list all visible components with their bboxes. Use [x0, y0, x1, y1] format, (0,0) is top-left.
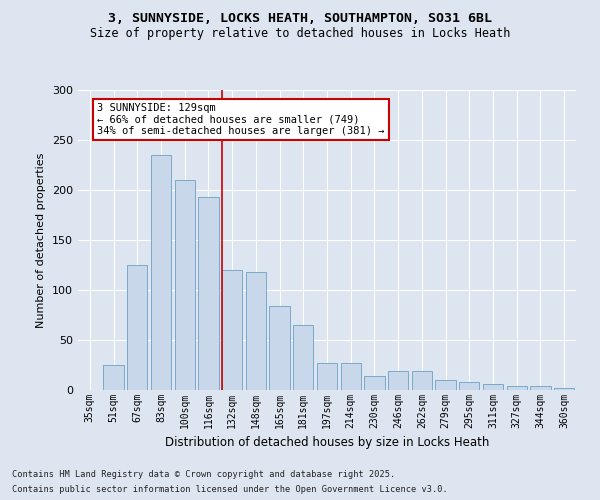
Y-axis label: Number of detached properties: Number of detached properties	[37, 152, 46, 328]
Bar	[103, 365, 124, 390]
Text: 3, SUNNYSIDE, LOCKS HEATH, SOUTHAMPTON, SO31 6BL: 3, SUNNYSIDE, LOCKS HEATH, SOUTHAMPTON, …	[108, 12, 492, 26]
Bar	[483, 384, 503, 390]
Bar	[293, 325, 313, 390]
Bar	[317, 363, 337, 390]
Text: Size of property relative to detached houses in Locks Heath: Size of property relative to detached ho…	[90, 28, 510, 40]
Bar	[459, 382, 479, 390]
X-axis label: Distribution of detached houses by size in Locks Heath: Distribution of detached houses by size …	[165, 436, 489, 450]
Bar	[151, 155, 171, 390]
Bar	[436, 380, 455, 390]
Bar	[127, 265, 148, 390]
Bar	[388, 371, 408, 390]
Bar	[412, 371, 432, 390]
Bar	[269, 306, 290, 390]
Bar	[246, 272, 266, 390]
Bar	[530, 386, 551, 390]
Bar	[175, 180, 195, 390]
Text: 3 SUNNYSIDE: 129sqm
← 66% of detached houses are smaller (749)
34% of semi-detac: 3 SUNNYSIDE: 129sqm ← 66% of detached ho…	[97, 103, 385, 136]
Bar	[554, 388, 574, 390]
Bar	[341, 363, 361, 390]
Text: Contains public sector information licensed under the Open Government Licence v3: Contains public sector information licen…	[12, 485, 448, 494]
Bar	[364, 376, 385, 390]
Bar	[506, 386, 527, 390]
Bar	[222, 270, 242, 390]
Bar	[199, 197, 218, 390]
Text: Contains HM Land Registry data © Crown copyright and database right 2025.: Contains HM Land Registry data © Crown c…	[12, 470, 395, 479]
